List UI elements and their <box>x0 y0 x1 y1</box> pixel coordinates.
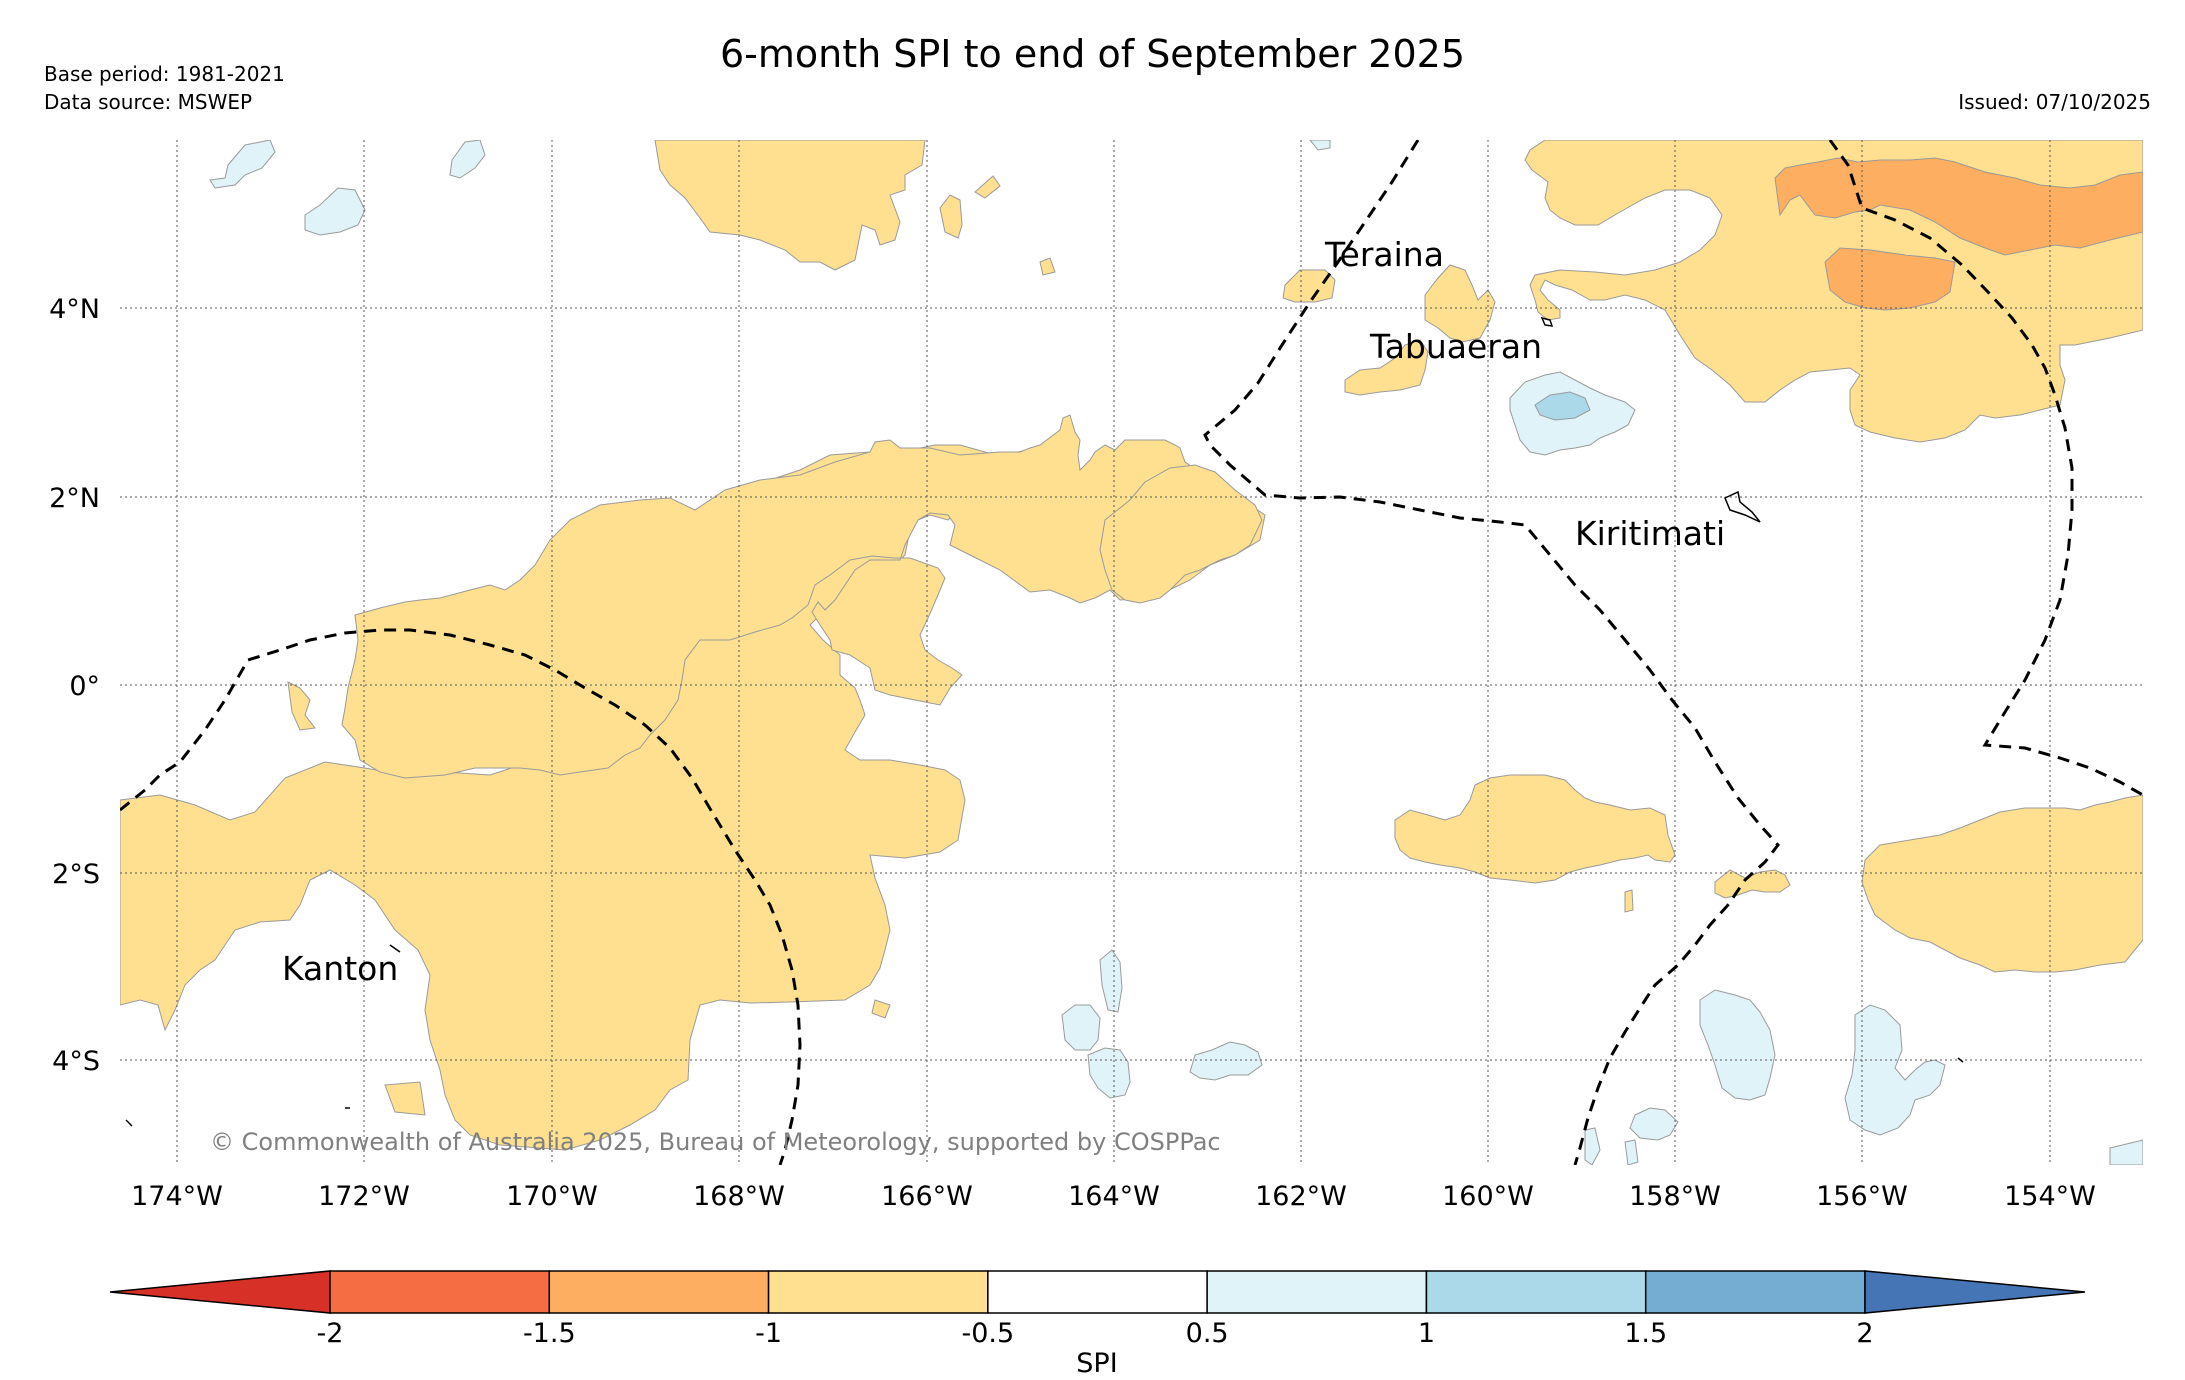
wet-region-c <box>449 140 486 179</box>
dry-region-small-b <box>871 999 891 1019</box>
longitude-labels: 174°W 172°W 170°W 168°W 166°W 164°W 162°W 160°W… <box>131 1181 2096 1212</box>
dry-region-islet-d <box>974 175 1001 199</box>
island-outlines <box>125 316 1964 1127</box>
wet-region-i <box>1629 1107 1679 1141</box>
eez-boundaries <box>120 140 2143 1165</box>
dry-region-central <box>341 414 1266 779</box>
wet-regions <box>209 140 2143 1165</box>
latitude-label: 2°N <box>49 483 100 514</box>
colorbar-segment <box>1425 1270 1647 1314</box>
wet-region-a <box>209 140 276 189</box>
colorbar-tick-label: 2 <box>1856 1318 1873 1349</box>
latitude-label: 0° <box>69 671 100 702</box>
island-label-tabuaeran: Tabuaeran <box>1369 327 1542 366</box>
longitude-label: 164°W <box>1068 1181 1160 1212</box>
colorbar-segment <box>1644 1270 1866 1314</box>
colorbar-tick-label: -1.5 <box>523 1318 576 1349</box>
latitude-label: 4°S <box>52 1046 100 1077</box>
colorbar-segments <box>329 1270 1866 1314</box>
dry-region-small-a <box>384 1081 426 1116</box>
longitude-label: 166°W <box>881 1181 973 1212</box>
dry-region-central-east <box>1099 464 1263 604</box>
latitude-label: 4°N <box>49 294 100 325</box>
colorbar-tick-label: -1 <box>755 1318 782 1349</box>
longitude-label: 172°W <box>318 1181 410 1212</box>
colorbar-tick-label: 0.5 <box>1186 1318 1229 1349</box>
wet-region-h <box>1189 1041 1263 1081</box>
longitude-label: 160°W <box>1442 1181 1534 1212</box>
wet-region-g <box>1087 1047 1131 1099</box>
wet-region-n <box>2109 1139 2143 1165</box>
dry-region-west-islet <box>287 681 316 731</box>
dry-region-islet-e <box>1039 257 1056 276</box>
wet-region-b <box>304 187 366 236</box>
longitude-label: 158°W <box>1629 1181 1721 1212</box>
copyright-notice: © Commonwealth of Australia 2025, Bureau… <box>210 1128 1221 1156</box>
gridlines <box>120 140 2143 1165</box>
eez-boundary-east <box>1828 140 2143 797</box>
map-title: 6-month SPI to end of September 2025 <box>719 32 1466 76</box>
dry-region-islet-f <box>1424 264 1496 343</box>
island-label-kiritimati: Kiritimati <box>1575 514 1725 553</box>
kiritimati-outline <box>1724 490 1761 523</box>
wet-region-j <box>1584 1127 1601 1165</box>
dry-region-north-central <box>654 140 926 271</box>
colorbar-segment <box>767 1270 989 1314</box>
issued-date: Issued: 07/10/2025 <box>1958 90 2151 114</box>
colorbar-tick-label: 1 <box>1418 1318 1435 1349</box>
wet-region-k <box>1624 1139 1639 1165</box>
colorbar-extend-low <box>109 1270 331 1314</box>
longitude-label: 154°W <box>2004 1181 2096 1212</box>
dry-region-tabuaeran <box>1344 339 1429 396</box>
wet-region-m <box>1844 1004 1946 1136</box>
dry-region-islet-h <box>1624 889 1634 913</box>
colorbar-tick-label: 1.5 <box>1624 1318 1667 1349</box>
wet-region-e <box>1061 1004 1101 1051</box>
colorbar-label: SPI <box>1076 1348 1117 1379</box>
colorbar-segment <box>1206 1270 1428 1314</box>
colorbar-segment <box>548 1270 770 1314</box>
dry-region-south-central <box>1394 774 1676 884</box>
wet-region-l <box>1699 989 1776 1101</box>
eez-boundary-kanton <box>120 628 802 1165</box>
longitude-label: 168°W <box>693 1181 785 1212</box>
eez-boundary-line-islands <box>1203 140 1780 1165</box>
wet-region-f <box>1099 949 1123 1013</box>
dry-region-southeast <box>1861 794 2143 973</box>
longitude-label: 162°W <box>1255 1181 1347 1212</box>
latitude-labels: 4°N 2°N 0° 2°S 4°S <box>49 294 100 1077</box>
latitude-label: 2°S <box>52 859 100 890</box>
colorbar-extend-high <box>1864 1270 2086 1314</box>
base-period: Base period: 1981-2021 <box>44 62 285 86</box>
spi-colorbar: -2 -1.5 -1 -0.5 0.5 1 1.5 2 SPI <box>109 1270 2086 1379</box>
spi-fields <box>120 140 2143 1165</box>
islet-outline-a <box>1957 1057 1964 1063</box>
moderately-dry-regions <box>1774 157 2143 311</box>
mod-dry-region-inner <box>1824 247 1956 311</box>
very-wet-regions <box>1534 391 1591 421</box>
colorbar-segment <box>329 1270 551 1314</box>
dry-region-teraina <box>1282 269 1336 303</box>
colorbar-tick-label: -0.5 <box>962 1318 1015 1349</box>
tabuaeran-outline <box>1540 316 1554 327</box>
islet-outline-c <box>125 1119 133 1127</box>
island-label-kanton: Kanton <box>282 949 398 988</box>
longitude-label: 156°W <box>1816 1181 1908 1212</box>
island-label-teraina: Teraina <box>1324 235 1444 274</box>
colorbar-ticks: -2 -1.5 -1 -0.5 0.5 1 1.5 2 <box>317 1318 1874 1349</box>
very-wet-region-a <box>1534 391 1591 421</box>
longitude-label: 174°W <box>131 1181 223 1212</box>
colorbar-segment <box>987 1270 1208 1314</box>
data-source: Data source: MSWEP <box>44 90 253 114</box>
kanton-outline <box>389 944 401 953</box>
wet-region-d <box>1309 140 1331 151</box>
longitude-label: 170°W <box>506 1181 598 1212</box>
colorbar-tick-label: -2 <box>317 1318 344 1349</box>
dry-region-islet-c <box>939 194 963 239</box>
